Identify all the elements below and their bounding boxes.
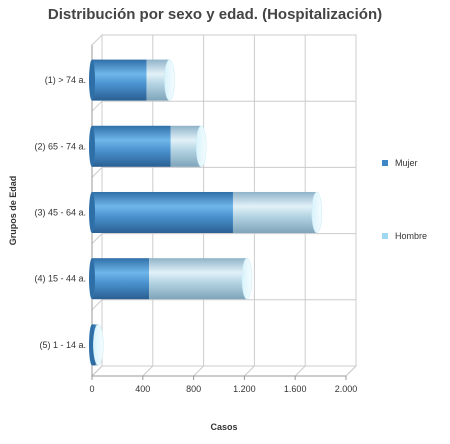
bar-start-cap [89,258,95,300]
band-separator [91,233,356,244]
bar-end-cap [164,59,175,101]
legend-swatch-mujer [382,160,388,166]
bar-segment-mujer [92,191,233,234]
band-separator [91,166,356,178]
bar-end-cap [93,324,104,366]
category-label: (5) 1 - 14 a. [39,340,86,350]
legend-label-hombre: Hombre [395,231,427,241]
x-gridline [244,35,255,377]
bar-end-cap [241,257,253,300]
x-tick-label: 1.600 [284,384,307,394]
legend-swatch-hombre [382,233,388,239]
x-tick-label: 0 [89,384,94,394]
x-tick-label: 800 [186,384,201,394]
x-tick-label: 2.000 [335,384,358,394]
band-separator [91,100,356,112]
bar-end-cap [195,125,207,168]
bar-start-cap [89,59,95,101]
bar-start-cap [89,324,95,366]
x-gridline [294,35,306,377]
category-label: (1) > 74 a. [45,75,86,85]
bar-segment-mujer [92,59,147,101]
legend-label-mujer: Mujer [395,158,418,168]
category-label: (3) 45 - 64 a. [34,208,86,218]
bar-segment-mujer [92,258,150,300]
bar-segment-mujer [92,125,171,167]
axis-labels: 0 400 800 1.200 1.600 2.000 (1) > 74 a. (2) 65 … [8,75,357,432]
chart-title: Distribución por sexo y edad. (Hospitali… [47,6,383,23]
category-label: (2) 65 - 74 a. [34,141,86,151]
floor [90,365,358,377]
band-separator [91,299,356,311]
bar-start-cap [89,191,95,234]
legend: Mujer Hombre [382,158,427,241]
x-gridline [345,35,357,377]
bar-segment-hombre [232,191,317,234]
x-tick-label: 400 [135,384,150,394]
bar-start-cap [89,125,95,167]
bar-segment-hombre [149,258,247,300]
y-axis-title: Grupos de Edad [8,176,18,246]
bar-segment-hombre [146,59,170,101]
x-tick-label: 1.200 [233,384,256,394]
bar-end-cap [311,191,323,234]
bars [89,59,323,366]
x-axis-title: Casos [210,422,237,432]
category-label: (4) 15 - 44 a. [34,274,86,284]
